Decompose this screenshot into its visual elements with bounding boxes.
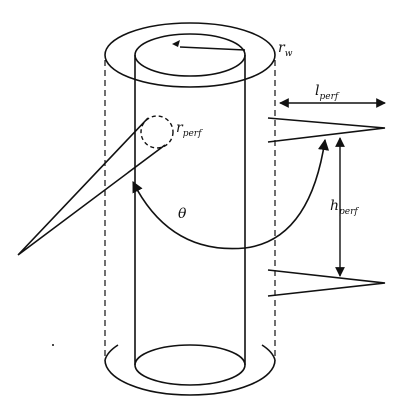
- label-r-perf: rperf: [176, 120, 203, 139]
- inner-top-ellipse: [134, 33, 246, 77]
- label-h-perf: hperf: [330, 198, 359, 217]
- right-perforation-lower: [267, 269, 386, 297]
- outer-bottom-arc: [104, 359, 276, 396]
- label-theta: θ: [178, 206, 187, 222]
- outer-bottom-back-arc: [104, 344, 119, 361]
- label-rw: rw: [278, 40, 293, 59]
- inner-bottom-ellipse: [134, 344, 246, 386]
- radius-line: [179, 46, 246, 51]
- stray-mark: [52, 344, 54, 346]
- right-perforation-upper: [267, 117, 386, 143]
- center-mark: [172, 40, 180, 47]
- outer-top-ellipse: [104, 22, 276, 88]
- label-l-perf: lperf: [315, 83, 340, 102]
- outer-bottom-back-arc-right: [261, 344, 276, 361]
- theta-arc: [132, 138, 330, 250]
